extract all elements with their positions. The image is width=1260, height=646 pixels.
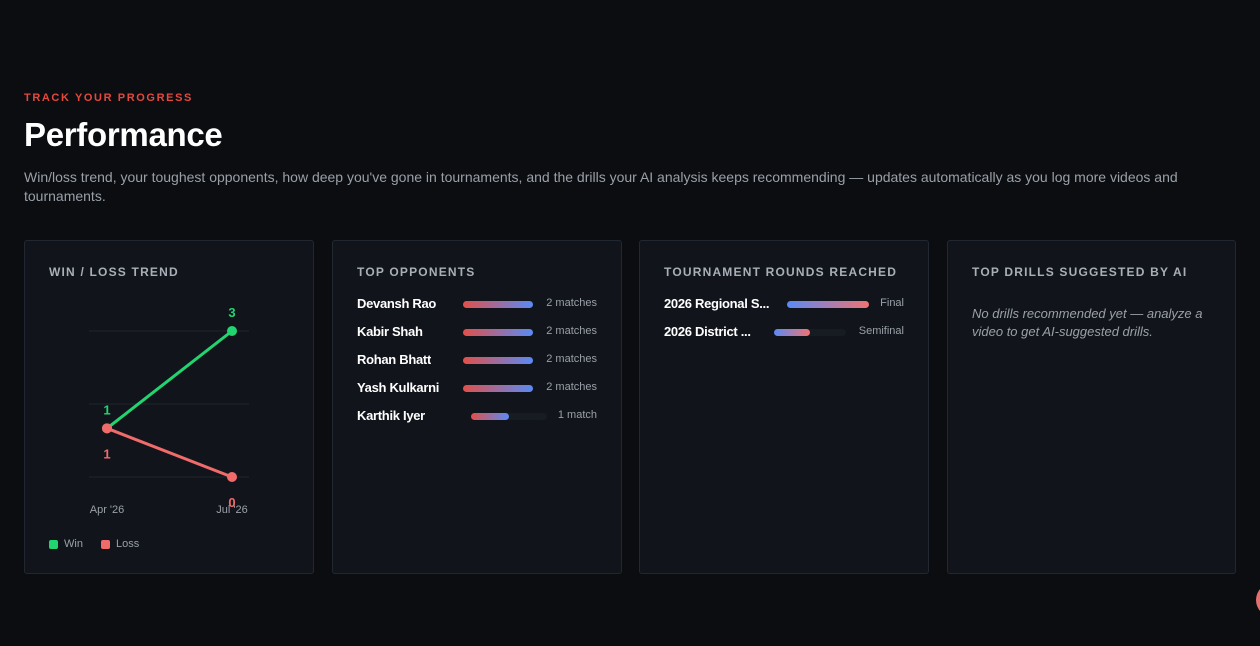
opponent-bar [471, 413, 547, 420]
legend-item-loss: Loss [100, 538, 140, 550]
round-label: Final [880, 297, 904, 309]
opponent-bar [463, 385, 533, 392]
legend-swatch-loss [100, 539, 110, 549]
legend-label: Loss [115, 538, 140, 550]
tournament-row[interactable]: 2026 Regional S... Final [664, 295, 904, 313]
page-header: TRACK YOUR PROGRESS Performance Win/loss… [24, 92, 1239, 206]
data-point-win [227, 326, 237, 336]
opponent-bar-fill [463, 357, 533, 364]
opponent-row[interactable]: Rohan Bhatt 2 matches [357, 351, 597, 369]
round-bar-fill [787, 301, 869, 308]
card-title: TOURNAMENT ROUNDS REACHED [664, 265, 898, 279]
opponent-bar-fill [463, 329, 533, 336]
opponent-row[interactable]: Devansh Rao 2 matches [357, 295, 597, 313]
round-bar [787, 301, 869, 308]
opponent-bar-fill [471, 413, 509, 420]
opponent-bar-fill [463, 301, 533, 308]
series-line-loss [105, 426, 234, 479]
opponent-match-count: 2 matches [546, 325, 597, 337]
opponent-bar [463, 357, 533, 364]
page-title: Performance [24, 116, 223, 153]
chart-legend: Win Loss [49, 538, 139, 550]
data-point-loss [227, 472, 237, 482]
opponent-name: Kabir Shah [357, 324, 423, 339]
opponent-bar-fill [463, 385, 533, 392]
tournament-rounds-card: TOURNAMENT ROUNDS REACHED 2026 Regional … [639, 240, 929, 574]
opponent-name: Karthik Iyer [357, 408, 425, 423]
opponent-match-count: 2 matches [546, 353, 597, 365]
tournament-name: 2026 Regional S... [664, 296, 770, 311]
x-tick-label: Jul '26 [216, 504, 247, 516]
legend-label: Win [64, 538, 83, 550]
eyebrow: TRACK YOUR PROGRESS [24, 92, 193, 104]
opponent-bar [463, 329, 533, 336]
x-tick-label: Apr '26 [90, 504, 125, 516]
win-loss-card: WIN / LOSS TREND 1 3 1 0 Apr '26 Jul '26 Win … [24, 240, 314, 574]
data-label-win: 3 [228, 305, 235, 320]
card-title: WIN / LOSS TREND [49, 265, 179, 279]
data-label-win: 1 [103, 402, 110, 417]
round-bar [774, 329, 846, 336]
top-opponents-card: TOP OPPONENTS Devansh Rao 2 matches Kabi… [332, 240, 622, 574]
data-point-loss [102, 423, 112, 434]
data-label-loss: 0 [228, 495, 235, 510]
floating-action-button[interactable] [1256, 583, 1260, 617]
ai-drills-card: TOP DRILLS SUGGESTED BY AI No drills rec… [947, 240, 1236, 574]
opponent-match-count: 2 matches [546, 297, 597, 309]
round-label: Semifinal [858, 325, 904, 337]
opponent-row[interactable]: Yash Kulkarni 2 matches [357, 379, 597, 397]
card-title: TOP DRILLS SUGGESTED BY AI [972, 265, 1188, 279]
legend-item-win: Win [49, 538, 83, 550]
cards-grid: WIN / LOSS TREND 1 3 1 0 Apr '26 Jul '26 Win … [24, 240, 1236, 574]
opponent-bar [463, 301, 533, 308]
drills-empty-state: No drills recommended yet — analyze a vi… [972, 306, 1203, 339]
round-bar-fill [774, 329, 810, 336]
legend-swatch-win [49, 539, 58, 549]
tournament-row[interactable]: 2026 District ... Semifinal [664, 323, 904, 341]
opponent-row[interactable]: Kabir Shah 2 matches [357, 323, 597, 341]
opponent-name: Rohan Bhatt [357, 352, 431, 367]
data-label-loss: 1 [103, 446, 110, 461]
tournament-name: 2026 District ... [664, 324, 751, 339]
opponent-row[interactable]: Karthik Iyer 1 match [357, 407, 597, 425]
win-loss-chart: 1 3 1 0 Apr '26 Jul '26 [89, 305, 249, 516]
series-line-win [105, 329, 234, 430]
page-subtitle: Win/loss trend, your toughest opponents,… [24, 169, 1178, 204]
opponent-name: Yash Kulkarni [357, 380, 440, 395]
opponent-match-count: 2 matches [546, 381, 597, 393]
opponent-match-count: 1 match [557, 409, 597, 421]
card-title: TOP OPPONENTS [357, 265, 476, 279]
opponent-name: Devansh Rao [357, 296, 437, 311]
